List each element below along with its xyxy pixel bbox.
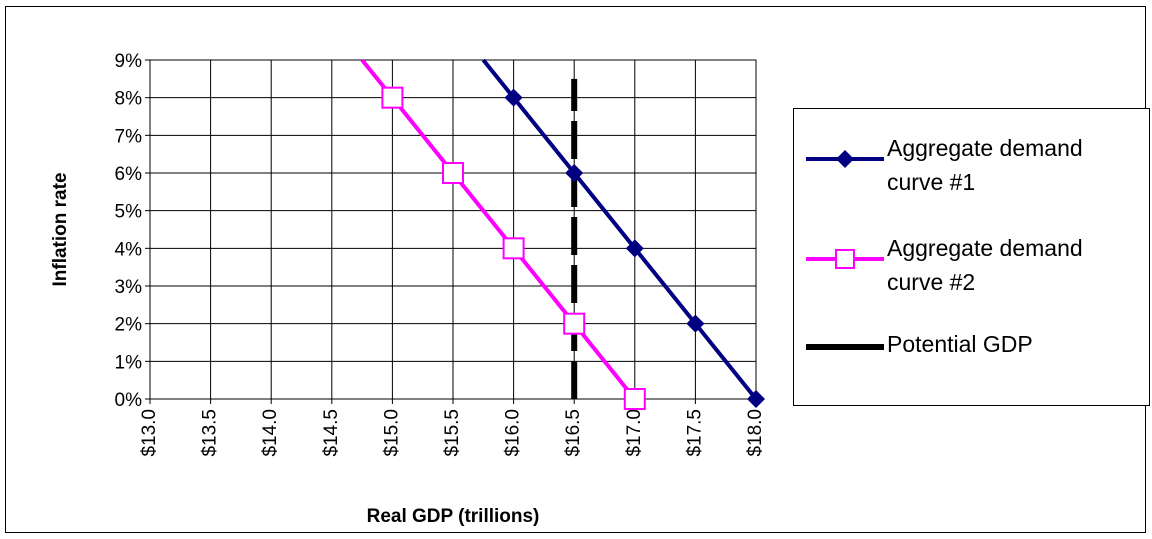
legend-swatch-ad2 xyxy=(806,249,884,269)
y-tick-label: 8% xyxy=(115,89,143,110)
y-tick-label: 3% xyxy=(115,277,143,298)
x-tick-label: $16.0 xyxy=(503,409,524,457)
y-tick-label: 5% xyxy=(115,202,143,223)
series-layer xyxy=(360,58,765,410)
series-line-ad1 xyxy=(481,58,758,401)
x-tick-label: $14.5 xyxy=(321,409,342,457)
legend-label-ad1: Aggregate demand curve #1 xyxy=(887,135,1083,195)
x-tick-label: $14.0 xyxy=(260,409,281,457)
y-tick-label: 7% xyxy=(115,126,143,147)
data-point-ad1 xyxy=(565,164,584,182)
y-tick-label: 0% xyxy=(115,390,143,411)
y-axis-title: Inflation rate xyxy=(50,172,71,286)
x-tick-label: $18.0 xyxy=(745,409,766,457)
data-point-ad2 xyxy=(381,86,404,109)
y-tick-label: 9% xyxy=(115,51,143,72)
data-point-ad1 xyxy=(625,239,644,258)
data-point-ad2 xyxy=(563,312,586,335)
x-tick-label: $13.5 xyxy=(200,409,221,457)
x-axis-ticks: $13.0 $13.5 $14.0 $14.5 $15.0 $15.5 $16.0 $16.5… xyxy=(139,399,766,457)
x-tick-label: $15.5 xyxy=(442,409,463,457)
x-axis-title: Real GDP (trillions) xyxy=(367,506,540,527)
y-axis-ticks: 0% 1% 2% 3% 4% 5% 6% 7% 8% 9% xyxy=(115,51,150,411)
y-tick-label: 2% xyxy=(115,315,143,336)
legend-swatch-ad1 xyxy=(806,150,884,168)
x-tick-label: $17.0 xyxy=(624,409,645,457)
data-point-ad2 xyxy=(623,388,646,410)
x-tick-label: $17.5 xyxy=(684,409,705,457)
data-point-ad2 xyxy=(442,162,464,184)
data-point-ad2 xyxy=(502,237,525,260)
y-tick-label: 1% xyxy=(115,352,143,373)
x-tick-label: $13.0 xyxy=(139,409,160,457)
x-tick-label: $15.0 xyxy=(381,409,402,457)
x-tick-label: $16.5 xyxy=(563,409,584,457)
y-tick-label: 6% xyxy=(115,164,143,185)
legend-swatch-potential-gdp xyxy=(806,344,884,350)
data-point-ad1 xyxy=(686,314,705,333)
data-point-ad1 xyxy=(747,390,765,408)
data-point-ad1 xyxy=(504,88,523,107)
legend: Aggregate demand curve #1 Aggregate dema… xyxy=(793,108,1150,406)
legend-label-potential-gdp: Potential GDP xyxy=(887,331,1033,357)
legend-label-ad2: Aggregate demand curve #2 xyxy=(887,235,1083,295)
y-tick-label: 4% xyxy=(115,239,143,260)
